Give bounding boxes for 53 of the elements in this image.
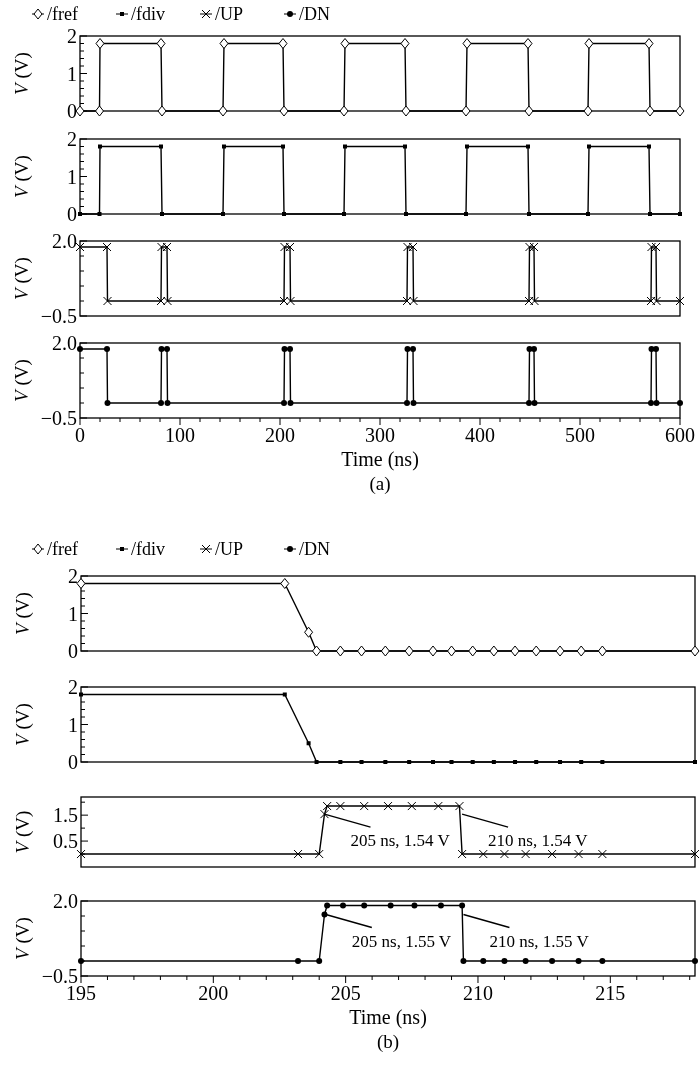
x-tick-label: 210 [462,982,493,1004]
y-tick-label: 2 [67,25,77,47]
legend-label: /fdiv [131,539,165,560]
y-axis-title: V (V) [11,52,33,95]
y-axis-title: V (V) [11,359,33,402]
x-tick-label: 100 [165,424,195,446]
y-tick-label: 1 [67,62,77,85]
annotation: 205 ns, 1.54 V [350,831,451,851]
x-axis-title: Time (ns) [341,448,419,471]
y-axis-title: V (V) [12,917,34,960]
y-tick-label: 2 [67,128,77,150]
y-axis-title: V (V) [11,155,33,198]
y-tick-label: 0 [68,640,78,662]
y-tick-label: 0 [68,751,78,773]
y-axis-title: V (V) [11,257,33,300]
x-tick-label: 500 [565,424,595,446]
x-axis-title: Time (ns) [349,1006,427,1029]
y-tick-label: −0.5 [40,305,77,327]
legend-label: /fdiv [131,4,165,25]
legend-label: /UP [215,4,244,25]
y-axis-title: V (V) [12,810,34,854]
annotation: 205 ns, 1.55 V [351,931,452,951]
text: (a) [369,473,391,495]
y-tick-label: −0.5 [40,407,77,429]
x-tick-label: 400 [465,424,495,446]
x-tick-label: 300 [365,424,395,446]
legend-label: /UP [215,539,244,560]
y-tick-label: 1.5 [53,804,78,827]
x-tick-label: 215 [595,982,626,1004]
x-tick-label: 200 [265,424,295,446]
x-tick-label: 600 [665,424,695,446]
y-tick-label: 1 [67,165,77,188]
text: (b) [376,1031,400,1053]
y-tick-label: 2.0 [52,230,77,252]
annotation: 210 ns, 1.55 V [489,931,590,951]
x-tick-label: 205 [330,982,361,1004]
y-tick-label: 0.5 [53,830,78,853]
y-tick-label: 0 [67,100,77,122]
y-tick-label: 2 [68,565,78,587]
y-tick-label: 2.0 [53,890,78,912]
y-tick-label: 1 [68,713,78,736]
y-tick-label: 2 [68,676,78,698]
y-tick-label: 1 [68,602,78,625]
y-axis-title: V (V) [12,592,34,635]
annotation: 210 ns, 1.54 V [488,831,589,851]
legend-label: /DN [299,539,330,560]
y-tick-label: 0 [67,203,77,225]
y-axis-title: V (V) [12,703,34,746]
y-tick-label: 2.0 [52,332,77,354]
x-tick-label: 200 [198,982,229,1004]
legend-label: /DN [299,4,330,25]
legend-label: /fref [47,539,78,560]
legend-label: /fref [47,4,78,25]
